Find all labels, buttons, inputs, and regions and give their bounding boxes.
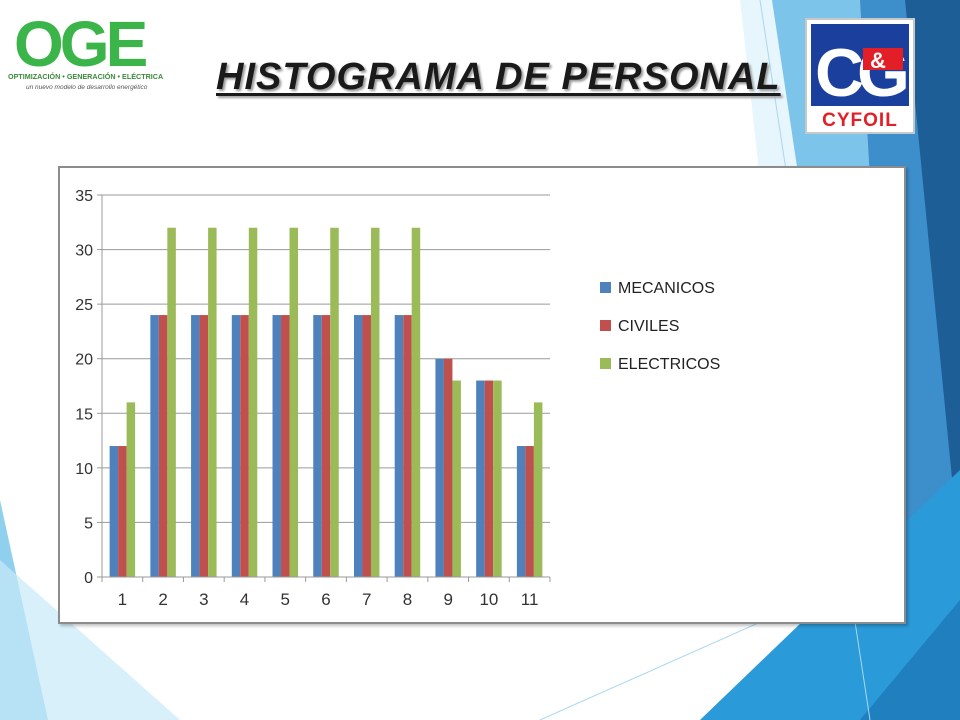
legend-swatch-electricos bbox=[600, 358, 611, 369]
bar-electricos-3 bbox=[208, 227, 217, 577]
y-tick-label: 35 bbox=[75, 188, 93, 205]
x-tick-label: 2 bbox=[158, 590, 167, 609]
bar-electricos-5 bbox=[289, 227, 299, 577]
bar-civiles-10 bbox=[484, 380, 494, 577]
legend-label-mecanicos: MECANICOS bbox=[618, 280, 715, 297]
chart-frame: 0 5 10 15 20 25 30 35 1 2 3 4 5 6 7 8 9 10 11 MECANICOS CIVI… bbox=[58, 166, 906, 624]
x-tick-label: 11 bbox=[521, 590, 539, 609]
oge-logo: OGE OPTIMIZACIÓN • GENERACIÓN • ELÉCTRIC… bbox=[8, 8, 163, 91]
bar-electricos-1 bbox=[126, 402, 136, 577]
oge-wordmark: OGE bbox=[14, 8, 147, 80]
bar-electricos-7 bbox=[370, 227, 380, 577]
bar-electricos-9 bbox=[452, 380, 461, 577]
bar-mecanicos-4 bbox=[231, 315, 241, 577]
bar-mecanicos-11 bbox=[516, 446, 526, 577]
bar-mecanicos-2 bbox=[150, 315, 159, 577]
legend-label-electricos: ELECTRICOS bbox=[618, 356, 720, 373]
histogram-chart: 0 5 10 15 20 25 30 35 1 2 3 4 5 6 7 8 9 10 11 MECANICOS CIVI… bbox=[75, 188, 720, 609]
bar-electricos-2 bbox=[167, 227, 176, 577]
bar-civiles-4 bbox=[240, 315, 249, 577]
oge-subtitle: un nuevo modelo de desarrollo energético bbox=[26, 84, 148, 91]
bar-mecanicos-3 bbox=[191, 315, 200, 577]
x-tick-label: 5 bbox=[281, 590, 290, 609]
bar-mecanicos-8 bbox=[394, 315, 404, 577]
bar-civiles-7 bbox=[362, 315, 371, 577]
y-tick-label: 30 bbox=[75, 243, 93, 260]
bar-mecanicos-5 bbox=[272, 315, 282, 577]
y-tick-label: 0 bbox=[84, 570, 93, 587]
legend-swatch-civiles bbox=[600, 320, 611, 331]
y-tick-label: 5 bbox=[84, 515, 93, 532]
legend-label-civiles: CIVILES bbox=[618, 318, 679, 335]
bg-shape-bottom-right-dark bbox=[860, 600, 960, 720]
bar-civiles-9 bbox=[443, 358, 453, 577]
y-tick-label: 10 bbox=[75, 461, 93, 478]
bar-civiles-6 bbox=[321, 315, 331, 577]
bar-mecanicos-1 bbox=[109, 446, 119, 577]
bar-civiles-5 bbox=[281, 315, 290, 577]
y-tick-label: 20 bbox=[75, 352, 93, 369]
bar-electricos-11 bbox=[533, 402, 543, 577]
bg-shape-right-dark bbox=[905, 0, 960, 560]
cyfoil-monogram-left: C bbox=[815, 35, 864, 111]
oge-tagline: OPTIMIZACIÓN • GENERACIÓN • ELÉCTRICA bbox=[8, 72, 163, 81]
x-tick-label: 10 bbox=[479, 590, 498, 609]
cyfoil-logo-red-block bbox=[863, 48, 903, 70]
bar-mecanicos-9 bbox=[435, 358, 444, 577]
bar-electricos-6 bbox=[330, 227, 339, 577]
bg-shape-left-faint bbox=[0, 560, 180, 720]
cyfoil-logo: C G & CYFOIL bbox=[805, 18, 915, 134]
bar-civiles-8 bbox=[403, 315, 412, 577]
bar-mecanicos-6 bbox=[313, 315, 322, 577]
y-tick-label: 15 bbox=[75, 406, 93, 423]
bar-electricos-8 bbox=[411, 227, 421, 577]
cyfoil-monogram-right: G bbox=[857, 35, 910, 111]
x-tick-label: 8 bbox=[403, 590, 412, 609]
bar-civiles-2 bbox=[158, 315, 168, 577]
bar-electricos-10 bbox=[493, 380, 502, 577]
y-tick-label: 25 bbox=[75, 297, 93, 314]
bar-mecanicos-7 bbox=[353, 315, 363, 577]
x-tick-label: 9 bbox=[443, 590, 452, 609]
x-tick-label: 3 bbox=[199, 590, 208, 609]
x-tick-label: 1 bbox=[118, 590, 127, 609]
bar-electricos-4 bbox=[248, 227, 258, 577]
bar-civiles-3 bbox=[199, 315, 209, 577]
x-tick-label: 4 bbox=[240, 590, 249, 609]
bar-civiles-11 bbox=[525, 446, 534, 577]
bar-mecanicos-10 bbox=[476, 380, 485, 577]
x-tick-label: 7 bbox=[362, 590, 371, 609]
x-tick-label: 6 bbox=[321, 590, 330, 609]
legend-swatch-mecanicos bbox=[600, 282, 611, 293]
bar-civiles-1 bbox=[118, 446, 127, 577]
cyfoil-name: CYFOIL bbox=[822, 110, 898, 131]
cyfoil-monogram-mid: & bbox=[870, 48, 886, 73]
slide-title: HISTOGRAMA DE PERSONAL bbox=[216, 56, 781, 98]
